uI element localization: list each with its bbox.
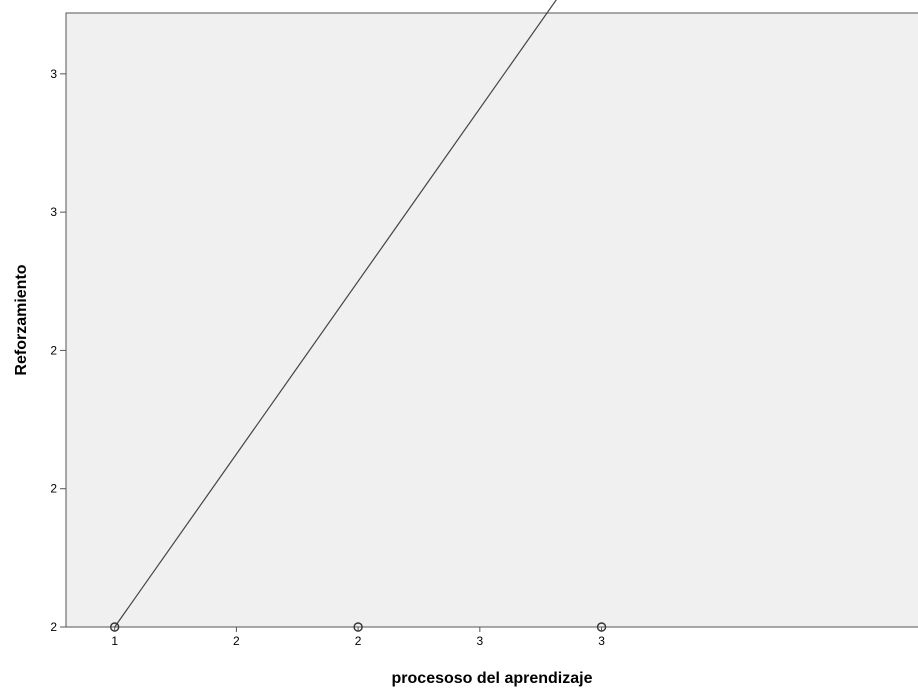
y-tick-label: 3 [50,67,57,81]
x-tick-label: 2 [233,634,240,648]
x-tick-label: 3 [476,634,483,648]
plot-area [65,12,918,628]
x-axis-title: procesoso del aprendizaje [392,670,593,687]
y-tick-label: 3 [50,205,57,219]
x-tick-label: 2 [355,634,362,648]
y-tick-label: 2 [50,482,57,496]
fit-line [114,0,557,628]
x-tick-label: 3 [598,634,605,648]
y-axis-title: Reforzamiento [13,264,30,375]
y-tick-label: 2 [50,620,57,634]
y-tick-label: 2 [50,343,57,357]
x-tick-label: 1 [111,634,118,648]
